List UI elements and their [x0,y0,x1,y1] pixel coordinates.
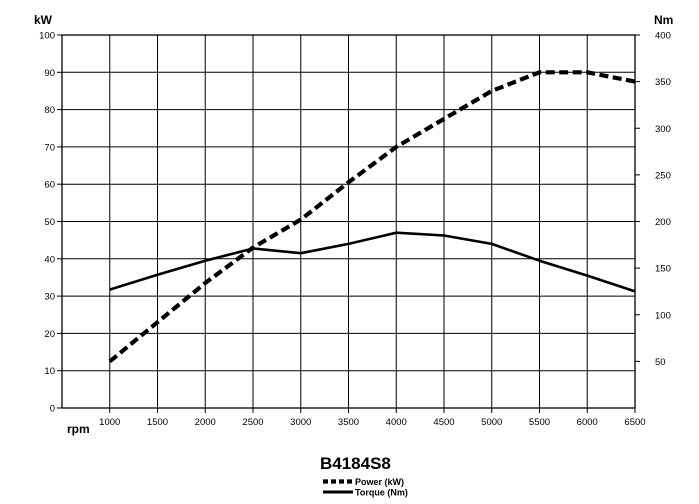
left-axis-tick-label: 30 [44,292,55,303]
x-axis-tick-label: 2500 [242,417,263,428]
x-axis-tick-label: 3500 [338,417,359,428]
left-axis-tick-label: 100 [39,31,55,42]
right-axis-tick-label: 150 [655,264,671,275]
power-curve-line [108,70,636,364]
right-axis-tick-label: 350 [655,77,671,88]
left-axis-tick-label: 70 [44,142,55,153]
right-axis-tick-label: 200 [655,217,671,228]
x-axis-tick-label: 1000 [99,417,120,428]
x-axis-tick-label: 4000 [386,417,407,428]
legend-torque-label: Torque (Nm) [355,488,408,498]
left-axis-tick-label: 10 [44,366,55,377]
x-axis-tick-label: 4500 [433,417,454,428]
right-axis-tick-label: 50 [655,357,666,368]
series-layer [108,70,636,364]
right-axis-tick-label: 400 [655,31,671,42]
x-axis-tick-label: 3000 [290,417,311,428]
right-axis-unit-label: Nm [654,13,673,27]
x-axis-tick-label: 2000 [195,417,216,428]
left-axis-unit-label: kW [34,13,53,27]
x-axis-tick-label: 6500 [624,417,645,428]
chart-title: B4184S8 [320,454,391,473]
legend-power-label: Power (kW) [355,477,404,487]
tick-label-layer: 0 10 20 30 40 50 60 70 80 90 100 1000 1500 2000 2500 30… [39,31,671,429]
x-axis-tick-label: 5000 [481,417,502,428]
grid-layer [57,34,640,413]
torque-curve-line [109,231,636,293]
left-axis-tick-label: 60 [44,180,55,191]
left-axis-tick-label: 90 [44,68,55,79]
x-axis-tick-label: 5500 [529,417,550,428]
x-axis-tick-label: 1500 [147,417,168,428]
legend: Power (kW) Torque (Nm) [323,477,408,498]
left-axis-tick-label: 0 [50,404,55,415]
left-axis-tick-label: 20 [44,329,55,340]
x-axis-unit-label: rpm [67,422,90,436]
left-axis-tick-label: 50 [44,217,55,228]
left-axis-tick-label: 80 [44,105,55,116]
left-axis-tick-label: 40 [44,254,55,265]
x-axis-tick-label: 6000 [577,417,598,428]
right-axis-tick-label: 250 [655,170,671,181]
right-axis-tick-label: 300 [655,124,671,135]
right-axis-tick-label: 100 [655,310,671,321]
